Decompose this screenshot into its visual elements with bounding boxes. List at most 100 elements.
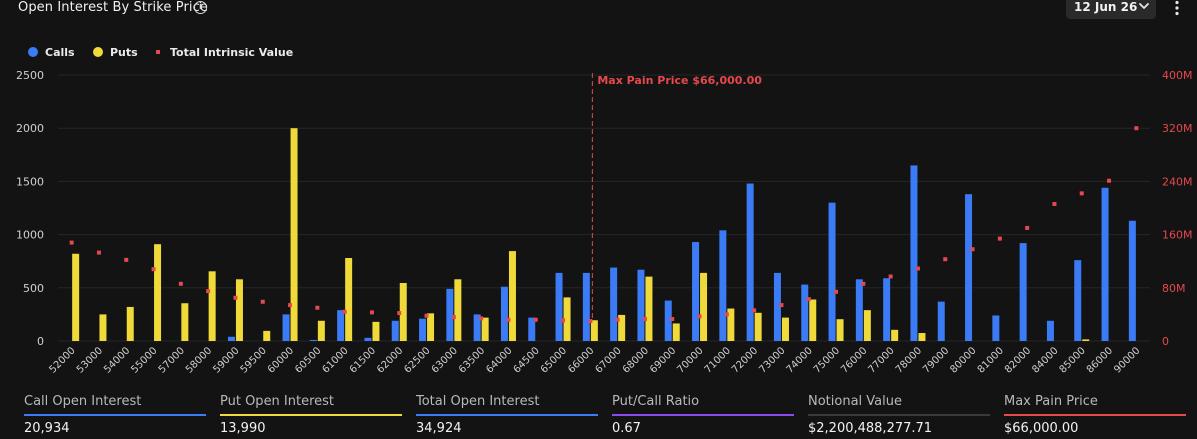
intrinsic-value-point — [178, 281, 183, 286]
legend-marker-calls — [28, 47, 38, 57]
put-bar — [727, 308, 735, 341]
intrinsic-value-point — [315, 305, 320, 310]
chevron-down-icon — [1139, 3, 1149, 9]
x-tick-label: 63000 — [430, 345, 460, 375]
call-bar — [719, 230, 727, 341]
y-right-tick-label: 0 — [1162, 335, 1169, 348]
stat-label: Put/Call Ratio — [612, 394, 700, 409]
call-bar — [746, 183, 754, 341]
put-bar — [754, 312, 762, 341]
intrinsic-value-point — [369, 310, 374, 315]
legend-label: Puts — [110, 46, 138, 59]
intrinsic-value-point — [1107, 178, 1112, 183]
x-tick-label: 75000 — [812, 345, 842, 375]
x-tick-label: 67000 — [593, 345, 623, 375]
y-right-tick-label: 240M — [1162, 175, 1193, 188]
call-bar — [692, 242, 700, 341]
x-tick-label: 53000 — [75, 345, 105, 375]
call-bar — [937, 301, 945, 341]
y-left-tick-label: 2000 — [16, 122, 44, 135]
stat-value: 13,990 — [220, 421, 266, 436]
chart-header: Open Interest By Strike Price i 12 Jun 2… — [0, 0, 1197, 22]
y-left-tick-label: 1000 — [16, 229, 44, 242]
x-tick-label: 76000 — [839, 345, 869, 375]
put-bar — [618, 314, 626, 341]
intrinsic-value-point — [533, 317, 538, 322]
put-bar — [700, 272, 708, 341]
call-bar — [855, 279, 863, 341]
put-bar — [317, 320, 325, 341]
stat-put-call-ratio: Put/Call Ratio 0.67 — [612, 392, 794, 439]
stat-value: 0.67 — [612, 421, 641, 436]
put-bar — [99, 314, 107, 341]
stat-label: Notional Value — [808, 394, 902, 409]
put-bar — [290, 128, 298, 341]
intrinsic-value-point — [506, 317, 511, 322]
call-bar — [637, 269, 645, 341]
put-bar — [781, 317, 789, 341]
put-bar — [72, 253, 80, 341]
intrinsic-value-point — [724, 312, 729, 317]
x-tick-label: 80000 — [948, 345, 978, 375]
call-bar — [337, 310, 345, 341]
x-tick-label: 63500 — [457, 345, 487, 375]
stat-put-open-interest: Put Open Interest 13,990 — [220, 392, 402, 439]
x-tick-label: 60500 — [293, 345, 323, 375]
x-tick-label: 57000 — [157, 345, 187, 375]
x-tick-label: 71000 — [703, 345, 733, 375]
more-options-icon[interactable] — [1172, 0, 1182, 16]
intrinsic-value-point — [1025, 225, 1030, 230]
stat-call-open-interest: Call Open Interest 20,934 — [24, 392, 206, 439]
intrinsic-value-point — [561, 318, 566, 323]
stat-label: Call Open Interest — [24, 394, 142, 409]
x-tick-label: 59500 — [239, 345, 269, 375]
put-bar — [809, 299, 817, 341]
intrinsic-value-point — [943, 257, 948, 262]
intrinsic-value-point — [997, 236, 1002, 241]
call-bar — [883, 278, 891, 341]
x-tick-label: 62500 — [402, 345, 432, 375]
call-bar — [664, 300, 672, 341]
intrinsic-value-point — [260, 299, 265, 304]
expiry-date-value: 12 Jun 26 — [1074, 0, 1138, 14]
intrinsic-value-point — [615, 317, 620, 322]
intrinsic-value-point — [834, 289, 839, 294]
expiry-date-dropdown[interactable]: 12 Jun 26 — [1066, 0, 1156, 19]
intrinsic-value-point — [642, 317, 647, 322]
x-tick-label: 61000 — [320, 345, 350, 375]
intrinsic-value-point — [124, 257, 129, 262]
put-bar — [454, 279, 462, 341]
call-bar — [500, 286, 508, 341]
info-icon[interactable]: i — [194, 1, 207, 14]
call-bar — [1046, 320, 1054, 341]
max-pain-annotation: Max Pain Price $66,000.00 — [597, 74, 762, 87]
call-bar — [364, 337, 372, 341]
stat-label: Total Open Interest — [416, 394, 540, 409]
call-bar — [773, 272, 781, 341]
intrinsic-value-point — [288, 303, 293, 308]
x-tick-label: 77000 — [866, 345, 896, 375]
put-bar — [399, 283, 407, 341]
put-bar — [481, 317, 489, 341]
intrinsic-value-point — [451, 315, 456, 320]
x-tick-label: 69000 — [648, 345, 678, 375]
call-bar — [282, 314, 290, 341]
stat-underline — [612, 414, 794, 416]
legend-marker-puts — [93, 47, 103, 57]
x-tick-label: 64000 — [484, 345, 514, 375]
put-bar — [154, 244, 162, 341]
x-tick-label: 61500 — [348, 345, 378, 375]
intrinsic-value-point — [588, 319, 593, 324]
intrinsic-value-point — [342, 309, 347, 314]
y-right-tick-label: 80M — [1162, 282, 1186, 295]
call-bar — [227, 336, 235, 341]
x-tick-label: 78000 — [894, 345, 924, 375]
put-bar — [345, 258, 353, 341]
x-tick-label: 72000 — [730, 345, 760, 375]
call-bar — [555, 272, 563, 341]
x-tick-label: 68000 — [621, 345, 651, 375]
intrinsic-value-point — [670, 317, 675, 322]
call-bar — [419, 318, 427, 341]
put-bar — [563, 297, 571, 341]
call-bar — [1128, 220, 1136, 341]
